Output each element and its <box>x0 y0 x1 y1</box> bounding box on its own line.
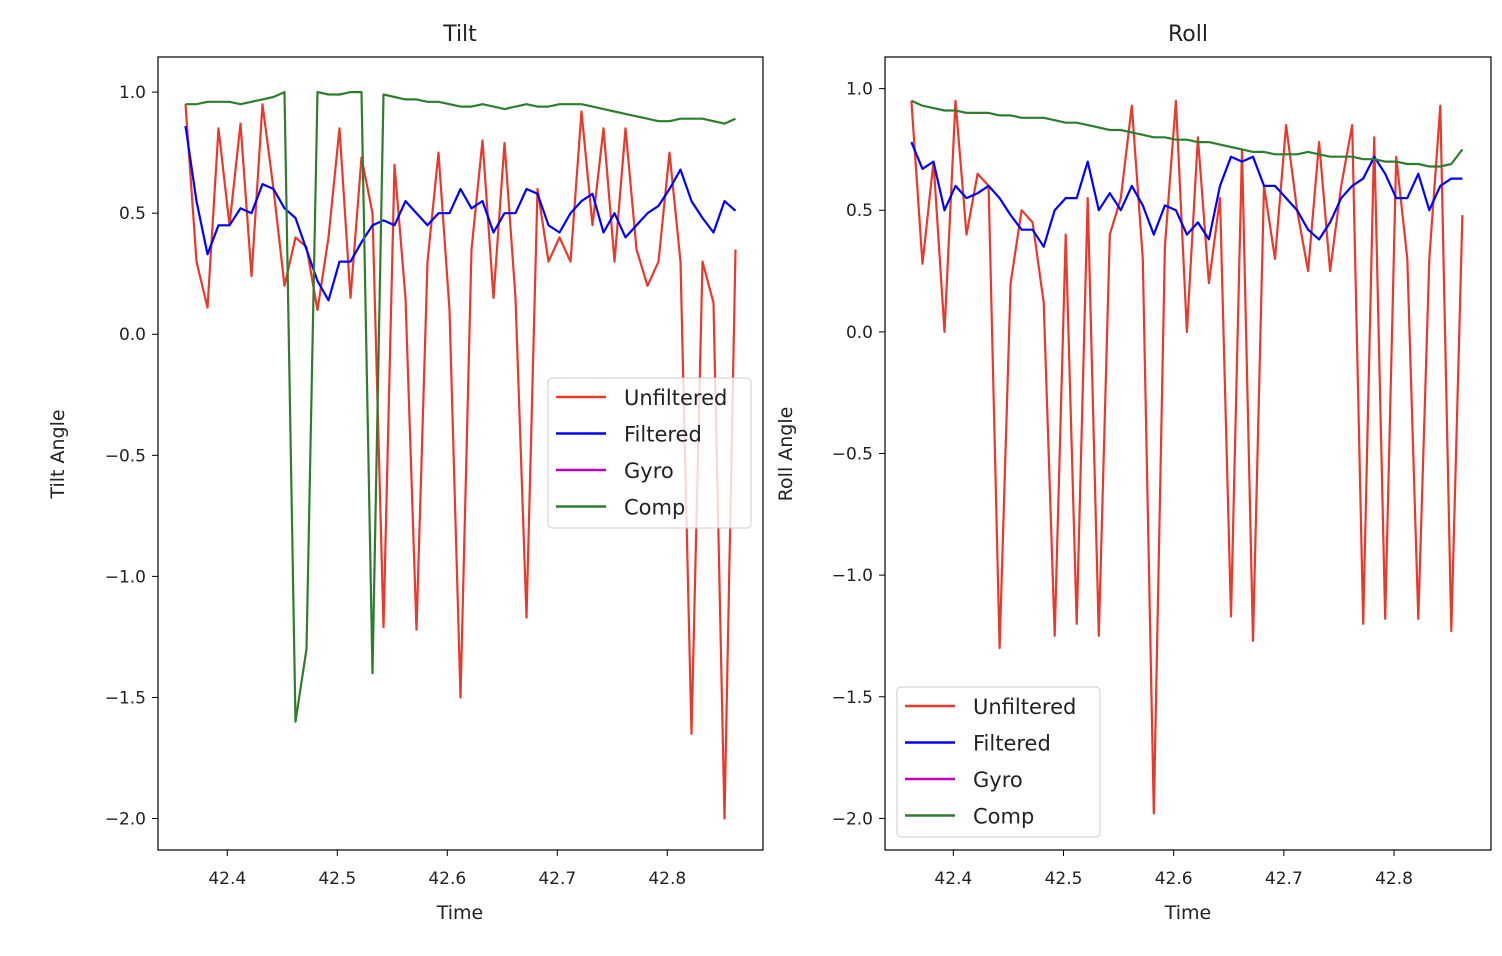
legend-label-filtered: Filtered <box>973 732 1051 756</box>
roll-y-tick-label: −1.5 <box>832 688 873 708</box>
roll-x-tick-label: 42.4 <box>934 869 972 889</box>
roll-x-tick-label: 42.5 <box>1045 869 1083 889</box>
tilt-y-tick-label: −0.5 <box>105 446 146 466</box>
roll-x-axis-label: Time <box>1164 902 1212 924</box>
tilt-subplot: Tilt Time Tilt Angle 42.4 42.5 42.6 42.7 42.… <box>47 22 764 924</box>
tilt-x-tick-label: 42.8 <box>648 869 686 889</box>
legend-label-filtered: Filtered <box>624 423 702 447</box>
legend-box <box>896 686 1101 838</box>
roll-y-tick-label: −2.0 <box>832 809 873 829</box>
roll-x-tick-label: 42.8 <box>1375 869 1413 889</box>
tilt-y-axis-label: Tilt Angle <box>47 409 69 499</box>
tilt-series-filtered <box>184 125 737 302</box>
tilt-x-tick-label: 42.4 <box>208 869 246 889</box>
legend-label-comp: Comp <box>624 496 685 520</box>
roll-series-filtered <box>910 141 1463 248</box>
tilt-x-tick-label: 42.5 <box>318 869 356 889</box>
tilt-series-comp <box>185 90 736 723</box>
tilt-y-tick-label: −1.5 <box>105 688 146 708</box>
roll-x-tick-label: 42.7 <box>1265 869 1303 889</box>
roll-y-tick-label: −1.0 <box>832 566 873 586</box>
tilt-x-tick-label: 42.7 <box>538 869 576 889</box>
legend-label-gyro: Gyro <box>624 459 674 483</box>
tilt-y-tick-label: 0.5 <box>119 204 146 224</box>
tilt-x-tick-label: 42.6 <box>428 869 466 889</box>
tilt-axes-frame <box>157 56 764 851</box>
legend-box <box>547 377 752 529</box>
roll-y-axis-label: Roll Angle <box>775 407 797 502</box>
roll-subplot: Roll Time Roll Angle 42.4 42.5 42.6 42.7 42.… <box>775 22 1492 924</box>
roll-series-comp <box>910 99 1464 168</box>
roll-title: Roll <box>1168 22 1208 47</box>
legend-label-unfiltered: Unfiltered <box>973 695 1076 719</box>
roll-legend: Unfiltered Filtered Gyro Comp <box>896 686 1101 838</box>
roll-x-tick-label: 42.6 <box>1155 869 1193 889</box>
roll-y-tick-label: −0.5 <box>832 445 873 465</box>
tilt-y-tick-label: 1.0 <box>119 83 146 103</box>
tilt-series-unfiltered <box>184 103 737 820</box>
legend-label-gyro: Gyro <box>973 768 1023 792</box>
roll-series-unfiltered <box>910 99 1464 815</box>
tilt-x-axis-label: Time <box>436 902 484 924</box>
tilt-y-tick-label: 0.0 <box>119 325 146 345</box>
tilt-title: Tilt <box>442 22 477 47</box>
tilt-y-tick-label: −2.0 <box>105 810 146 830</box>
roll-y-tick-label: 1.0 <box>846 80 873 100</box>
legend-label-unfiltered: Unfiltered <box>624 386 727 410</box>
roll-y-tick-label: 0.5 <box>846 201 873 221</box>
tilt-y-tick-label: −1.0 <box>105 567 146 587</box>
roll-y-tick-label: 0.0 <box>846 323 873 343</box>
legend-label-comp: Comp <box>973 805 1034 829</box>
tilt-legend: Unfiltered Filtered Gyro Comp <box>547 377 752 529</box>
